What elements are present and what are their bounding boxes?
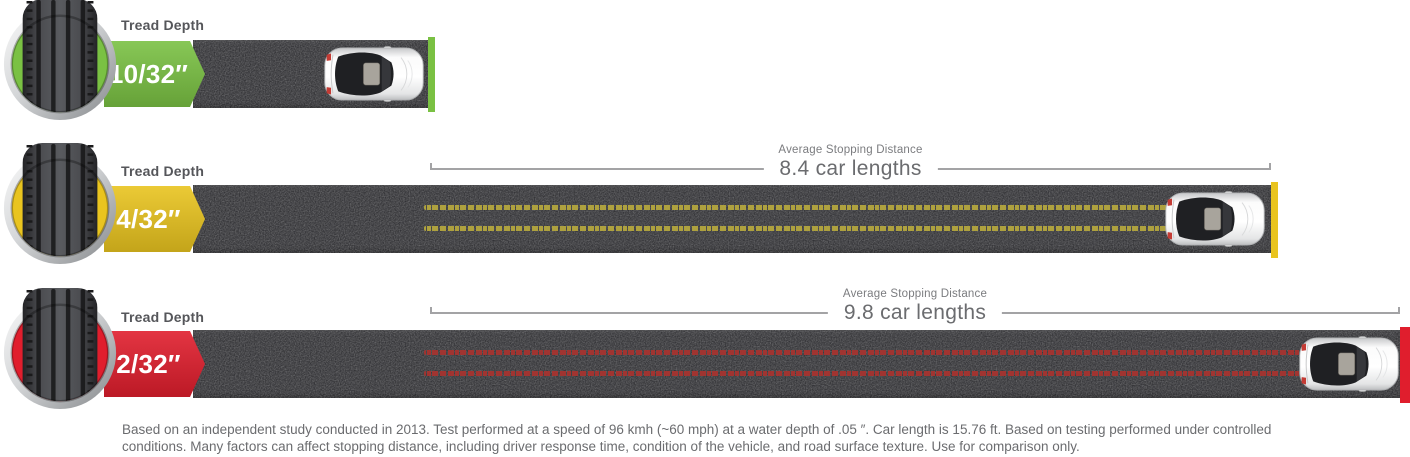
stopping-point-marker	[1271, 182, 1278, 258]
stopping-point-marker	[1400, 327, 1410, 403]
annotation-label: Average Stopping Distance	[778, 144, 923, 156]
skid-marks	[424, 371, 1322, 376]
skid-marks	[424, 350, 1322, 355]
asphalt-texture	[193, 185, 1271, 253]
car-icon	[1163, 191, 1267, 247]
skid-marks	[424, 205, 1184, 210]
disclaimer-text: Based on an independent study conducted …	[122, 422, 1272, 454]
tire-photo	[0, 141, 121, 271]
stopping-distance-annotation: Average Stopping Distance 8.4 car length…	[430, 140, 1271, 182]
car-icon	[322, 46, 426, 102]
car-icon	[1297, 336, 1401, 392]
tire-photo	[0, 286, 121, 416]
stopping-distance-annotation: Average Stopping Distance 9.8 car length…	[430, 284, 1400, 326]
skid-marks	[424, 226, 1184, 231]
tread-depth-badge: 2/32″	[104, 331, 205, 397]
annotation-label: Average Stopping Distance	[842, 288, 988, 300]
tire-photo	[0, 0, 121, 127]
tread-depth-label: Tread Depth	[121, 309, 205, 325]
road-strip	[193, 185, 1271, 253]
road-strip	[193, 330, 1400, 398]
asphalt-texture	[193, 330, 1400, 398]
tread-depth-badge: 10/32″	[104, 41, 205, 107]
tread-depth-badge: 4/32″	[104, 186, 205, 252]
stopping-point-marker	[428, 37, 435, 112]
annotation-value: 9.8 car lengths	[827, 300, 1003, 326]
tread-depth-label: Tread Depth	[121, 17, 205, 33]
annotation-value: 8.4 car lengths	[763, 156, 938, 182]
tread-depth-label: Tread Depth	[121, 163, 205, 179]
